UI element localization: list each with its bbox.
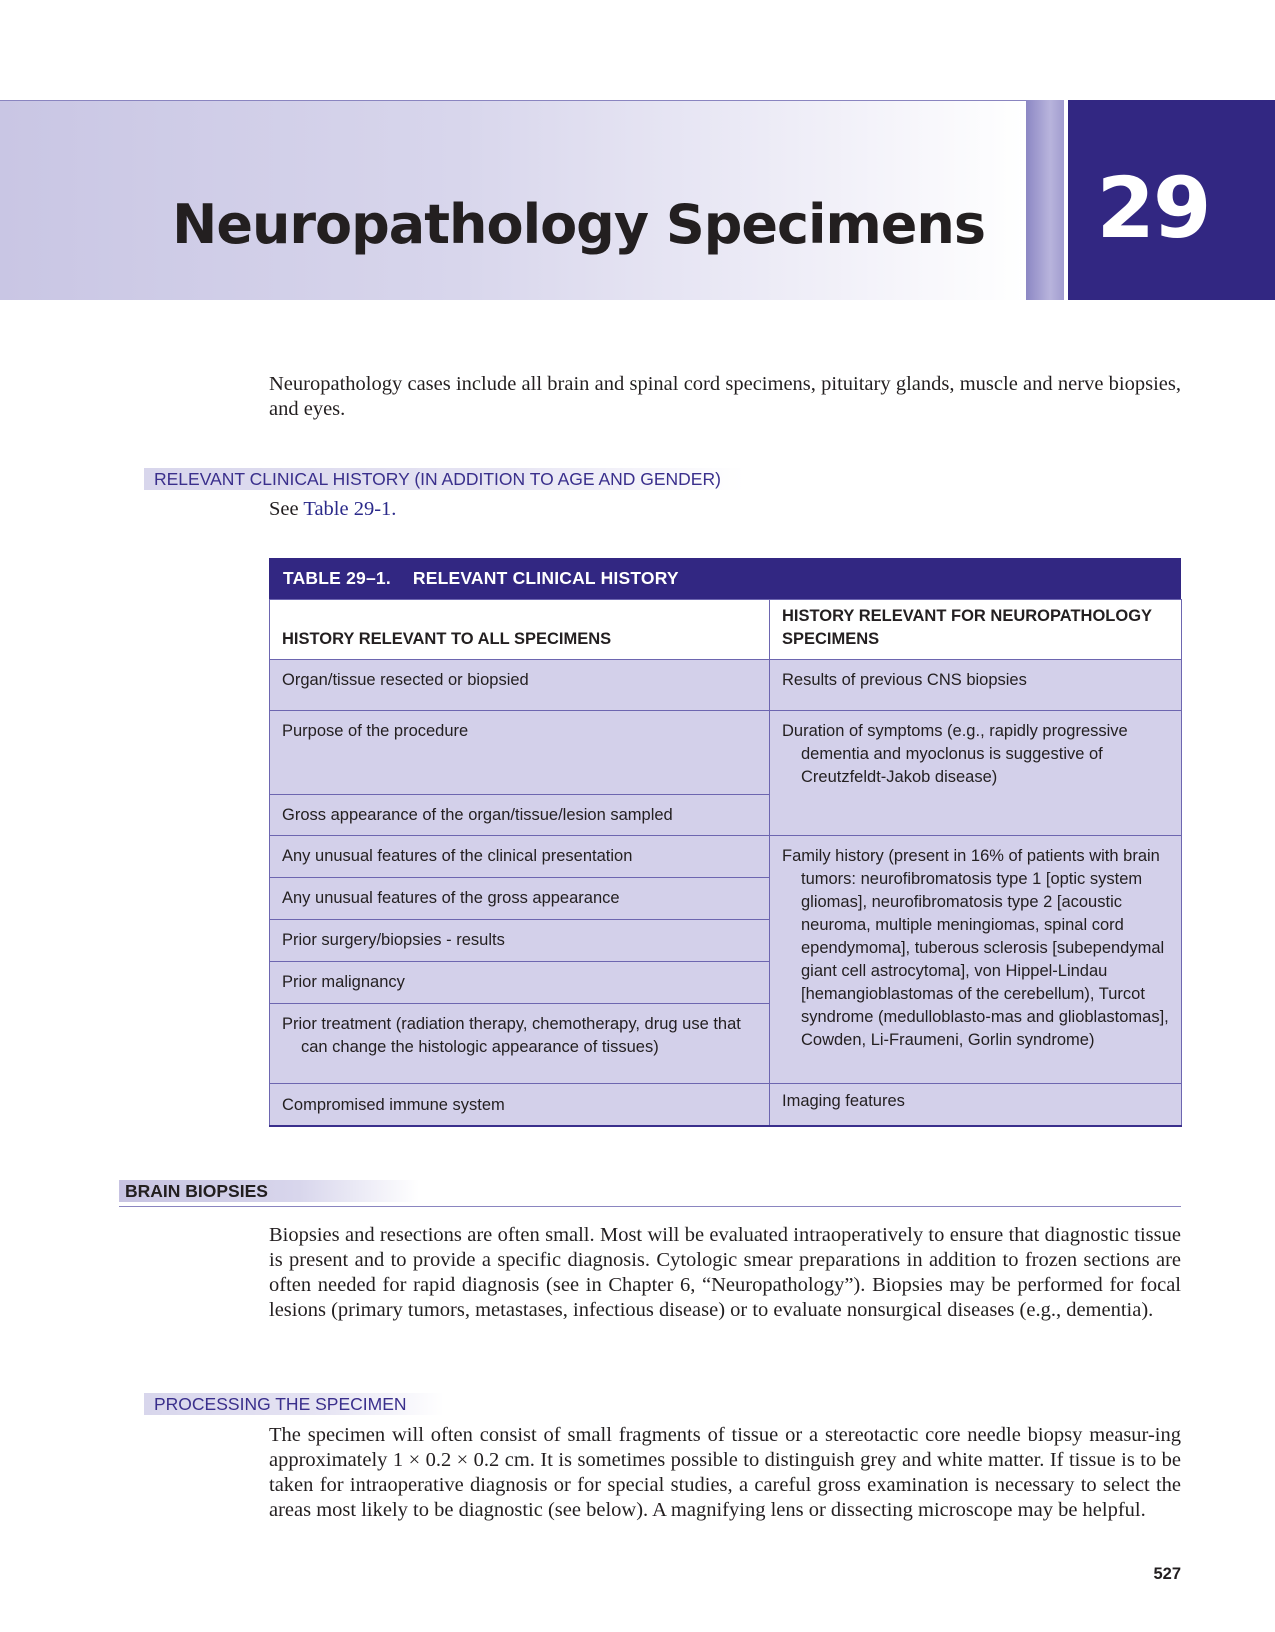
table-cell: Organ/tissue resected or biopsied [269, 659, 770, 711]
table-cell: Family history (present in 16% of patien… [769, 835, 1182, 1084]
column-header-neuropathology: HISTORY RELEVANT FOR NEUROPATHOLOGY SPEC… [769, 599, 1182, 660]
table-reference-link[interactable]: Table 29-1. [303, 498, 397, 520]
section-heading-clinical-history: RELEVANT CLINICAL HISTORY (IN ADDITION T… [144, 468, 744, 490]
table-header-row: HISTORY RELEVANT TO ALL SPECIMENS HISTOR… [269, 599, 1182, 660]
table-row: Prior malignancy [269, 961, 1182, 1004]
table-cell: Prior treatment (radiation therapy, chem… [269, 1003, 770, 1084]
table-title-number: TABLE 29–1. [283, 568, 391, 588]
clinical-history-table: TABLE 29–1. RELEVANT CLINICAL HISTORY HIS… [269, 558, 1182, 1127]
table-cell: Compromised immune system [269, 1083, 770, 1127]
table-title-text: RELEVANT CLINICAL HISTORY [412, 568, 679, 588]
see-prefix: See [269, 498, 304, 520]
table-row: Gross appearance of the organ/tissue/les… [269, 794, 1182, 836]
section-rule [119, 1206, 1181, 1207]
chapter-title-band [0, 100, 1026, 300]
duration-of-symptoms-text: Duration of symptoms (e.g., rapidly prog… [782, 722, 1128, 786]
chapter-number: 29 [1096, 159, 1212, 257]
table-cell: Prior malignancy [269, 961, 770, 1004]
processing-paragraph: The specimen will often consist of small… [269, 1424, 1181, 1521]
brain-biopsies-paragraph: Biopsies and resections are often small.… [269, 1224, 1181, 1321]
chapter-number-box: 29 [1068, 100, 1275, 300]
table-row: Organ/tissue resected or biopsied Result… [269, 659, 1182, 711]
table-row: Compromised immune system Imaging featur… [269, 1083, 1182, 1127]
prior-treatment-text: Prior treatment (radiation therapy, chem… [282, 1015, 741, 1056]
table-row: Purpose of the procedure Duration of sym… [269, 710, 1182, 836]
table-cell: Prior surgery/biopsies - results [269, 919, 770, 962]
table-cell: Any unusual features of the clinical pre… [269, 835, 770, 878]
table-cell: Gross appearance of the organ/tissue/les… [269, 794, 770, 836]
table-title: TABLE 29–1. RELEVANT CLINICAL HISTORY [269, 558, 1181, 599]
table-row: Prior treatment (radiation therapy, chem… [269, 1003, 1182, 1084]
chapter-header: Neuropathology Specimens 29 [0, 100, 1275, 300]
page-number: 527 [1153, 1565, 1181, 1583]
intro-paragraph: Neuropathology cases include all brain a… [269, 373, 1181, 420]
chapter-band-stripe [1026, 100, 1066, 300]
column-header-all-specimens: HISTORY RELEVANT TO ALL SPECIMENS [269, 599, 770, 660]
table-row: Prior surgery/biopsies - results [269, 919, 1182, 962]
see-table-line: See Table 29-1. [269, 497, 396, 522]
table-cell: Duration of symptoms (e.g., rapidly prog… [769, 710, 1182, 836]
family-history-text: Family history (present in 16% of patien… [782, 847, 1169, 1049]
table-row: Any unusual features of the clinical pre… [269, 835, 1182, 1084]
table-cell: Purpose of the procedure [269, 710, 770, 795]
table-cell: Imaging features [769, 1083, 1182, 1127]
section-heading-processing: PROCESSING THE SPECIMEN [144, 1393, 444, 1415]
table-cell: Results of previous CNS biopsies [769, 659, 1182, 711]
chapter-title: Neuropathology Specimens [172, 193, 986, 256]
section-heading-brain-biopsies: BRAIN BIOPSIES [119, 1180, 419, 1202]
table-cell: Any unusual features of the gross appear… [269, 877, 770, 920]
table-body: HISTORY RELEVANT TO ALL SPECIMENS HISTOR… [269, 599, 1182, 1127]
table-row: Any unusual features of the gross appear… [269, 877, 1182, 920]
